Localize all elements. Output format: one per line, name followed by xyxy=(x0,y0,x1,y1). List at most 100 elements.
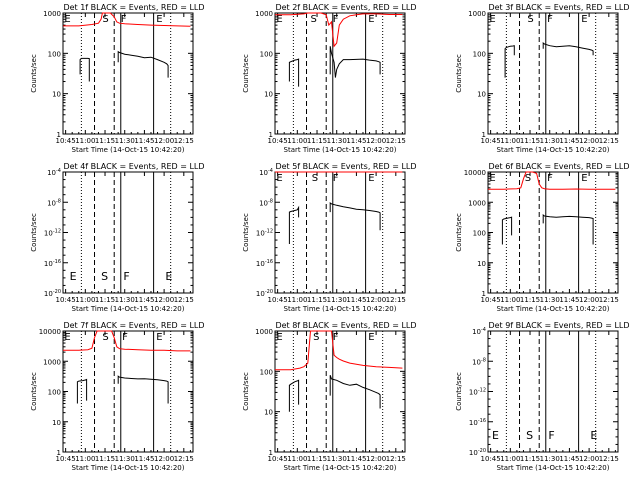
x-tick-label: 10:45 xyxy=(481,455,501,463)
y-tick-label: 1000 xyxy=(43,10,61,18)
y-tick-label: 100 xyxy=(473,50,486,58)
x-tick-label: 11:30 xyxy=(540,455,560,463)
marker-label: E xyxy=(165,270,172,283)
x-axis-label: Start Time (14-Oct-15 10:42:20) xyxy=(284,146,397,154)
x-axis-label: Start Time (14-Oct-15 10:42:20) xyxy=(497,464,610,472)
x-tick-label: 12:00 xyxy=(154,296,174,304)
y-tick-label: 10-12 xyxy=(44,229,61,238)
y-tick-label: 1000 xyxy=(255,10,273,18)
x-tick-label: 11:15 xyxy=(307,296,327,304)
marker-label: S xyxy=(310,14,316,25)
y-tick-label: 1 xyxy=(57,449,61,457)
marker-label: E xyxy=(156,14,162,25)
y-axis-label: Counts/sec xyxy=(455,54,463,93)
marker-label: S xyxy=(526,429,533,442)
marker-label: S xyxy=(102,332,108,343)
y-tick-label: 10-20 xyxy=(469,448,486,457)
marker-label: S xyxy=(313,332,319,343)
x-tick-label: 12:00 xyxy=(579,455,599,463)
y-axis-label: Counts/sec xyxy=(455,372,463,411)
marker-label: F xyxy=(123,270,129,283)
marker-label: E xyxy=(64,14,70,25)
series-events-line xyxy=(117,375,169,404)
plot-frame xyxy=(487,12,619,135)
x-tick-label: 11:15 xyxy=(307,455,327,463)
x-tick-label: 11:00 xyxy=(75,296,95,304)
x-axis-label: Start Time (14-Oct-15 10:42:20) xyxy=(284,305,397,313)
marker-label: E xyxy=(276,14,282,25)
series-events-line xyxy=(79,57,90,82)
marker-label: F xyxy=(333,14,339,25)
series-events-line xyxy=(76,378,88,404)
series-lld-line xyxy=(488,171,616,190)
y-axis-label: Counts/sec xyxy=(242,54,250,93)
y-tick-label: 10-8 xyxy=(259,198,273,207)
marker-label: E xyxy=(70,270,77,283)
y-tick-label: 10-16 xyxy=(256,259,273,268)
series-events-line xyxy=(501,216,513,245)
panel-title: Det 8f BLACK = Events, RED = LLD xyxy=(275,321,416,330)
x-tick-label: 12:15 xyxy=(386,296,406,304)
y-tick-label: 1000 xyxy=(468,199,486,207)
marker-label: E xyxy=(368,14,374,25)
y-tick-label: 10 xyxy=(477,91,486,99)
x-axis-label: Start Time (14-Oct-15 10:42:20) xyxy=(72,464,185,472)
series-lld-line xyxy=(275,12,403,48)
panel-title: Det 1f BLACK = Events, RED = LLD xyxy=(63,3,204,12)
panel-title: Det 3f BLACK = Events, RED = LLD xyxy=(488,3,629,12)
x-tick-label: 11:30 xyxy=(327,296,347,304)
x-tick-label: 11:45 xyxy=(559,455,579,463)
y-tick-label: 10 xyxy=(264,91,273,99)
marker-label: F xyxy=(333,173,339,184)
y-axis-label: Counts/sec xyxy=(242,372,250,411)
x-tick-label: 10:45 xyxy=(268,137,288,145)
y-tick-label: 1000 xyxy=(468,10,486,18)
x-tick-label: 11:15 xyxy=(95,455,115,463)
x-tick-label: 12:00 xyxy=(366,455,386,463)
x-tick-label: 11:15 xyxy=(520,455,540,463)
x-tick-label: 11:00 xyxy=(75,455,95,463)
plot-frame xyxy=(274,171,406,294)
x-tick-label: 11:30 xyxy=(115,137,135,145)
x-axis-label: Start Time (14-Oct-15 10:42:20) xyxy=(497,305,610,313)
y-tick-label: 100 xyxy=(48,389,61,397)
y-tick-label: 100 xyxy=(473,230,486,238)
x-tick-label: 11:45 xyxy=(134,137,154,145)
panel-title: Det 6f BLACK = Events, RED = LLD xyxy=(488,162,629,171)
marker-label: E xyxy=(489,14,495,25)
x-tick-label: 11:30 xyxy=(115,455,135,463)
x-tick-label: 11:45 xyxy=(559,296,579,304)
y-tick-label: 10-4 xyxy=(47,168,61,177)
series-lld-line xyxy=(63,330,191,352)
y-tick-label: 1000 xyxy=(43,358,61,366)
x-tick-label: 11:30 xyxy=(540,137,560,145)
y-tick-label: 1 xyxy=(57,131,61,139)
x-tick-label: 12:15 xyxy=(599,455,619,463)
x-tick-label: 12:00 xyxy=(579,137,599,145)
x-tick-label: 11:15 xyxy=(95,296,115,304)
marker-label: F xyxy=(547,14,553,25)
marker-label: S xyxy=(101,270,108,283)
series-events-line xyxy=(288,58,300,87)
plot-frame xyxy=(487,171,619,294)
marker-label: F xyxy=(121,14,127,25)
y-tick-label: 10000 xyxy=(39,328,61,336)
y-tick-label: 10-16 xyxy=(469,418,486,427)
y-tick-label: 1 xyxy=(482,131,486,139)
x-tick-label: 11:45 xyxy=(559,137,579,145)
y-tick-label: 10 xyxy=(477,260,486,268)
plot-frame xyxy=(274,12,406,135)
y-tick-label: 100 xyxy=(260,368,273,376)
y-tick-label: 1 xyxy=(482,290,486,298)
y-tick-label: 1 xyxy=(269,449,273,457)
y-tick-label: 10-12 xyxy=(469,388,486,397)
x-axis-label: Start Time (14-Oct-15 10:42:20) xyxy=(72,146,185,154)
panel-title: Det 9f BLACK = Events, RED = LLD xyxy=(488,321,629,330)
y-tick-label: 10-20 xyxy=(256,289,273,298)
marker-label: E xyxy=(492,429,499,442)
x-tick-label: 11:15 xyxy=(307,137,327,145)
